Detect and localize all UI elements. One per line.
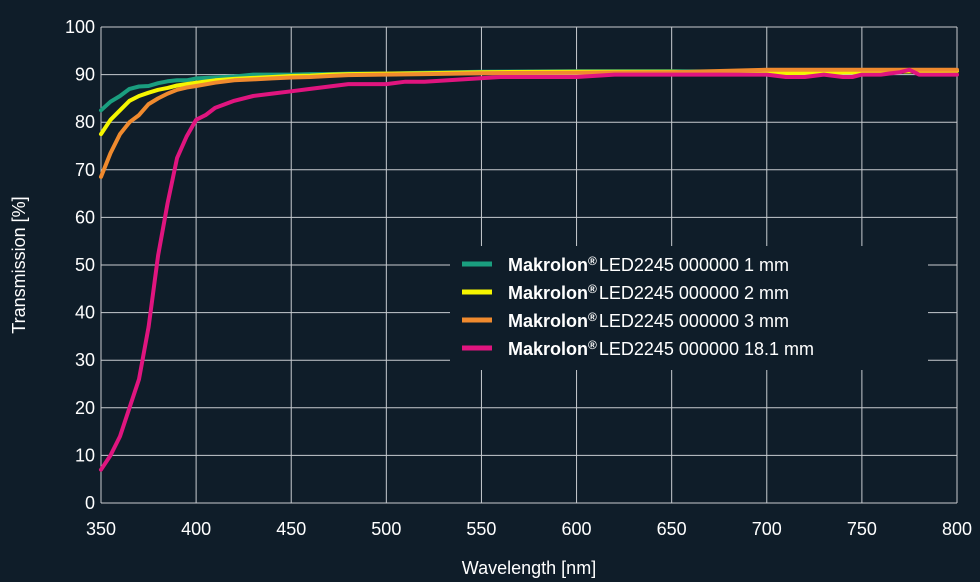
y-tick-label: 50 bbox=[75, 255, 95, 275]
x-tick-label: 350 bbox=[86, 519, 116, 539]
legend-background bbox=[450, 246, 928, 370]
x-tick-label: 550 bbox=[466, 519, 496, 539]
x-axis-title: Wavelength [nm] bbox=[462, 558, 596, 578]
y-tick-label: 80 bbox=[75, 112, 95, 132]
x-tick-label: 500 bbox=[371, 519, 401, 539]
series-line-4 bbox=[99, 67, 959, 472]
y-tick-label: 0 bbox=[85, 493, 95, 513]
legend-entry-1: Makrolon® LED2245 000000 1 mm bbox=[508, 254, 789, 275]
series-lines bbox=[99, 67, 959, 472]
y-tick-label: 30 bbox=[75, 350, 95, 370]
series-line-3 bbox=[99, 67, 959, 179]
legend: Makrolon® LED2245 000000 1 mm Makrolon® LED… bbox=[450, 246, 928, 370]
legend-entry-2: Makrolon® LED2245 000000 2 mm bbox=[508, 282, 789, 303]
x-tick-label: 450 bbox=[276, 519, 306, 539]
y-tick-label: 60 bbox=[75, 207, 95, 227]
y-tick-labels: 0 10 20 30 40 50 60 70 80 90 100 bbox=[65, 17, 95, 513]
y-tick-label: 40 bbox=[75, 303, 95, 323]
y-tick-label: 100 bbox=[65, 17, 95, 37]
y-tick-label: 90 bbox=[75, 65, 95, 85]
x-tick-labels: 350 400 450 500 550 600 650 700 750 800 bbox=[86, 519, 972, 539]
y-tick-label: 10 bbox=[75, 445, 95, 465]
y-axis-title: Transmission [%] bbox=[9, 196, 29, 333]
x-tick-label: 650 bbox=[657, 519, 687, 539]
x-tick-label: 700 bbox=[752, 519, 782, 539]
x-tick-label: 400 bbox=[181, 519, 211, 539]
y-tick-label: 70 bbox=[75, 160, 95, 180]
x-tick-label: 600 bbox=[562, 519, 592, 539]
legend-entry-4: Makrolon® LED2245 000000 18.1 mm bbox=[508, 338, 814, 359]
x-tick-label: 800 bbox=[942, 519, 972, 539]
x-tick-label: 750 bbox=[847, 519, 877, 539]
y-tick-label: 20 bbox=[75, 398, 95, 418]
legend-entry-3: Makrolon® LED2245 000000 3 mm bbox=[508, 310, 789, 331]
